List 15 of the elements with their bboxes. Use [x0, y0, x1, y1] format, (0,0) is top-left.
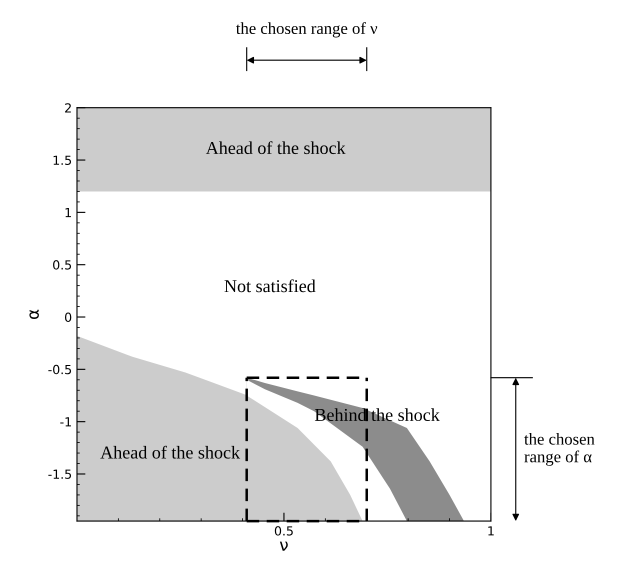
text: the chosen range of ν: [236, 22, 378, 38]
y-tick-label: 2: [65, 103, 71, 112]
y-tick-label: 1: [66, 208, 71, 218]
y-tick-label: 0: [64, 312, 72, 322]
annotation: Not satisfied: [224, 279, 316, 292]
series-label: Ahead of the shock: [100, 446, 240, 459]
x-axis-title: ν: [280, 542, 288, 551]
y-tick-label: -1.5: [48, 470, 72, 479]
y-tick-label: -0.5: [48, 364, 72, 374]
y-tick-label: 1.5: [54, 156, 72, 165]
y-tick-label: 0.5: [53, 260, 72, 270]
y-tick-label: -1: [60, 417, 71, 426]
text: the chosen range of α: [524, 432, 595, 466]
band-label: Ahead of the shock: [206, 141, 346, 154]
y-axis-title: α: [29, 310, 39, 319]
